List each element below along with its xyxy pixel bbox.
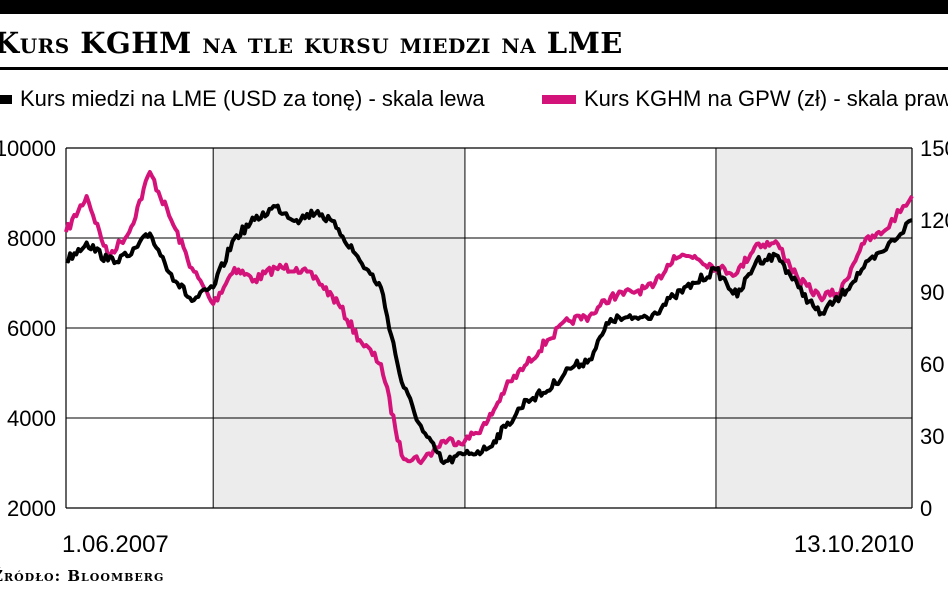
y-left-tick-label: 4000 bbox=[7, 406, 56, 431]
legend-swatch-copper bbox=[0, 95, 12, 104]
chart-title: Kurs KGHM na tle kursu miedzi na LME bbox=[0, 26, 623, 60]
legend-label-copper: Kurs miedzi na LME (USD za tonę) - skala… bbox=[20, 86, 485, 111]
y-right-tick-label: 0 bbox=[920, 496, 932, 521]
legend-swatch-kghm bbox=[542, 95, 576, 104]
x-start-label: 1.06.2007 bbox=[62, 531, 169, 558]
y-left-tick-label: 2000 bbox=[7, 496, 56, 521]
y-left-tick-label: 10000 bbox=[0, 136, 56, 161]
title-rule bbox=[0, 67, 948, 70]
source-note: Źródło: Bloomberg bbox=[0, 567, 165, 585]
x-end-label: 13.10.2010 bbox=[794, 531, 914, 558]
y-right-tick-label: 60 bbox=[920, 352, 944, 377]
y-right-tick-label: 150 bbox=[920, 136, 948, 161]
y-right-tick-label: 120 bbox=[920, 208, 948, 233]
y-right-tick-label: 90 bbox=[920, 280, 944, 305]
y-left-tick-label: 8000 bbox=[7, 226, 56, 251]
y-left-tick-label: 6000 bbox=[7, 316, 56, 341]
legend-label-kghm: Kurs KGHM na GPW (zł) - skala prawa bbox=[584, 86, 948, 111]
top-bar bbox=[0, 0, 948, 14]
y-right-tick-label: 30 bbox=[920, 424, 944, 449]
series-line-copper bbox=[65, 203, 913, 465]
